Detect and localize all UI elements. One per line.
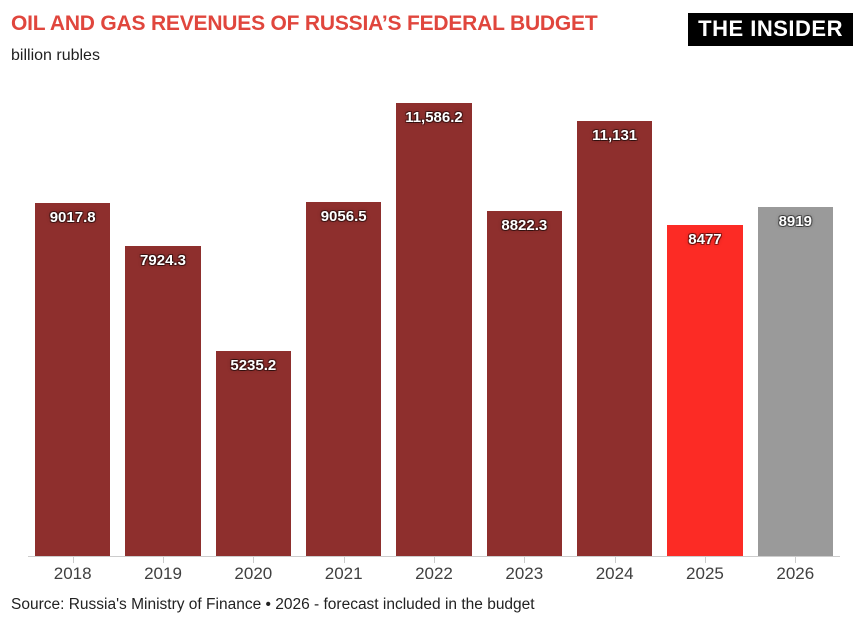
bar-column-2025: 8477 2025 xyxy=(667,103,743,583)
x-axis-tick xyxy=(162,557,164,563)
bar-column-2019: 7924.3 2019 xyxy=(125,103,201,583)
bar-2023: 8822.3 xyxy=(486,211,562,556)
bar-column-2022: 11,586.2 2022 xyxy=(396,103,472,583)
the-insider-logo: THE INSIDER xyxy=(688,13,853,47)
bar-2021: 9056.5 xyxy=(305,202,382,556)
bar-value-label: 9017.8 xyxy=(49,209,96,226)
bar-column-2024: 11,131 2024 xyxy=(576,103,653,583)
x-axis-tick xyxy=(614,557,616,563)
x-axis-label: 2021 xyxy=(324,564,363,583)
chart-header: OIL AND GAS REVENUES OF RUSSIA’S FEDERAL… xyxy=(11,12,853,65)
bar-2020: 5235.2 xyxy=(215,351,291,556)
bar-chart-plot: 9017.8 2018 7924.3 2019 5235.2 2020 9056.5 2021… xyxy=(35,103,833,583)
bar-value-label: 11,131 xyxy=(592,127,638,144)
bar-value-label: 8822.3 xyxy=(501,217,548,234)
x-axis-label: 2024 xyxy=(595,564,634,583)
bar-value-label: 7924.3 xyxy=(140,252,186,269)
bar-value-label: 9056.5 xyxy=(320,208,367,225)
bar-value-label: 8477 xyxy=(688,231,722,248)
x-axis-label: 2025 xyxy=(686,564,724,583)
x-axis-tick xyxy=(433,557,435,563)
bar-2022: 11,586.2 xyxy=(396,103,472,556)
bar-2024: 11,131 xyxy=(576,121,653,556)
bar-column-2018: 9017.8 2018 xyxy=(35,103,111,583)
source-note: Source: Russia's Ministry of Finance • 2… xyxy=(11,596,535,613)
bar-value-label: 8919 xyxy=(778,213,812,230)
bar-2025: 8477 xyxy=(667,225,743,556)
bar-value-label: 5235.2 xyxy=(230,357,277,374)
bar-column-2021: 9056.5 2021 xyxy=(305,103,382,583)
bar-2026: 8919 xyxy=(757,207,833,556)
x-axis-tick xyxy=(343,557,345,563)
bar-column-2023: 8822.3 2023 xyxy=(486,103,562,583)
bar-2018: 9017.8 xyxy=(35,203,111,556)
x-axis-tick xyxy=(524,557,526,563)
chart-title: OIL AND GAS REVENUES OF RUSSIA’S FEDERAL… xyxy=(11,12,598,35)
x-axis-label: 2018 xyxy=(53,564,92,583)
x-axis-tick xyxy=(253,557,255,563)
chart-units-label: billion rubles xyxy=(11,47,100,65)
bar-column-2020: 5235.2 2020 xyxy=(215,103,291,583)
x-axis-tick xyxy=(795,557,797,563)
bar-2019: 7924.3 xyxy=(125,246,201,556)
x-axis-label: 2022 xyxy=(415,564,453,583)
x-axis-tick xyxy=(72,557,74,563)
x-axis-tick xyxy=(704,557,706,563)
x-axis-label: 2026 xyxy=(776,564,815,583)
x-axis-label: 2023 xyxy=(505,564,544,583)
x-axis-label: 2020 xyxy=(234,564,273,583)
bar-column-2026: 8919 2026 xyxy=(757,103,833,583)
bar-value-label: 11,586.2 xyxy=(405,109,463,126)
x-axis-line xyxy=(28,556,840,557)
x-axis-label: 2019 xyxy=(144,564,182,583)
